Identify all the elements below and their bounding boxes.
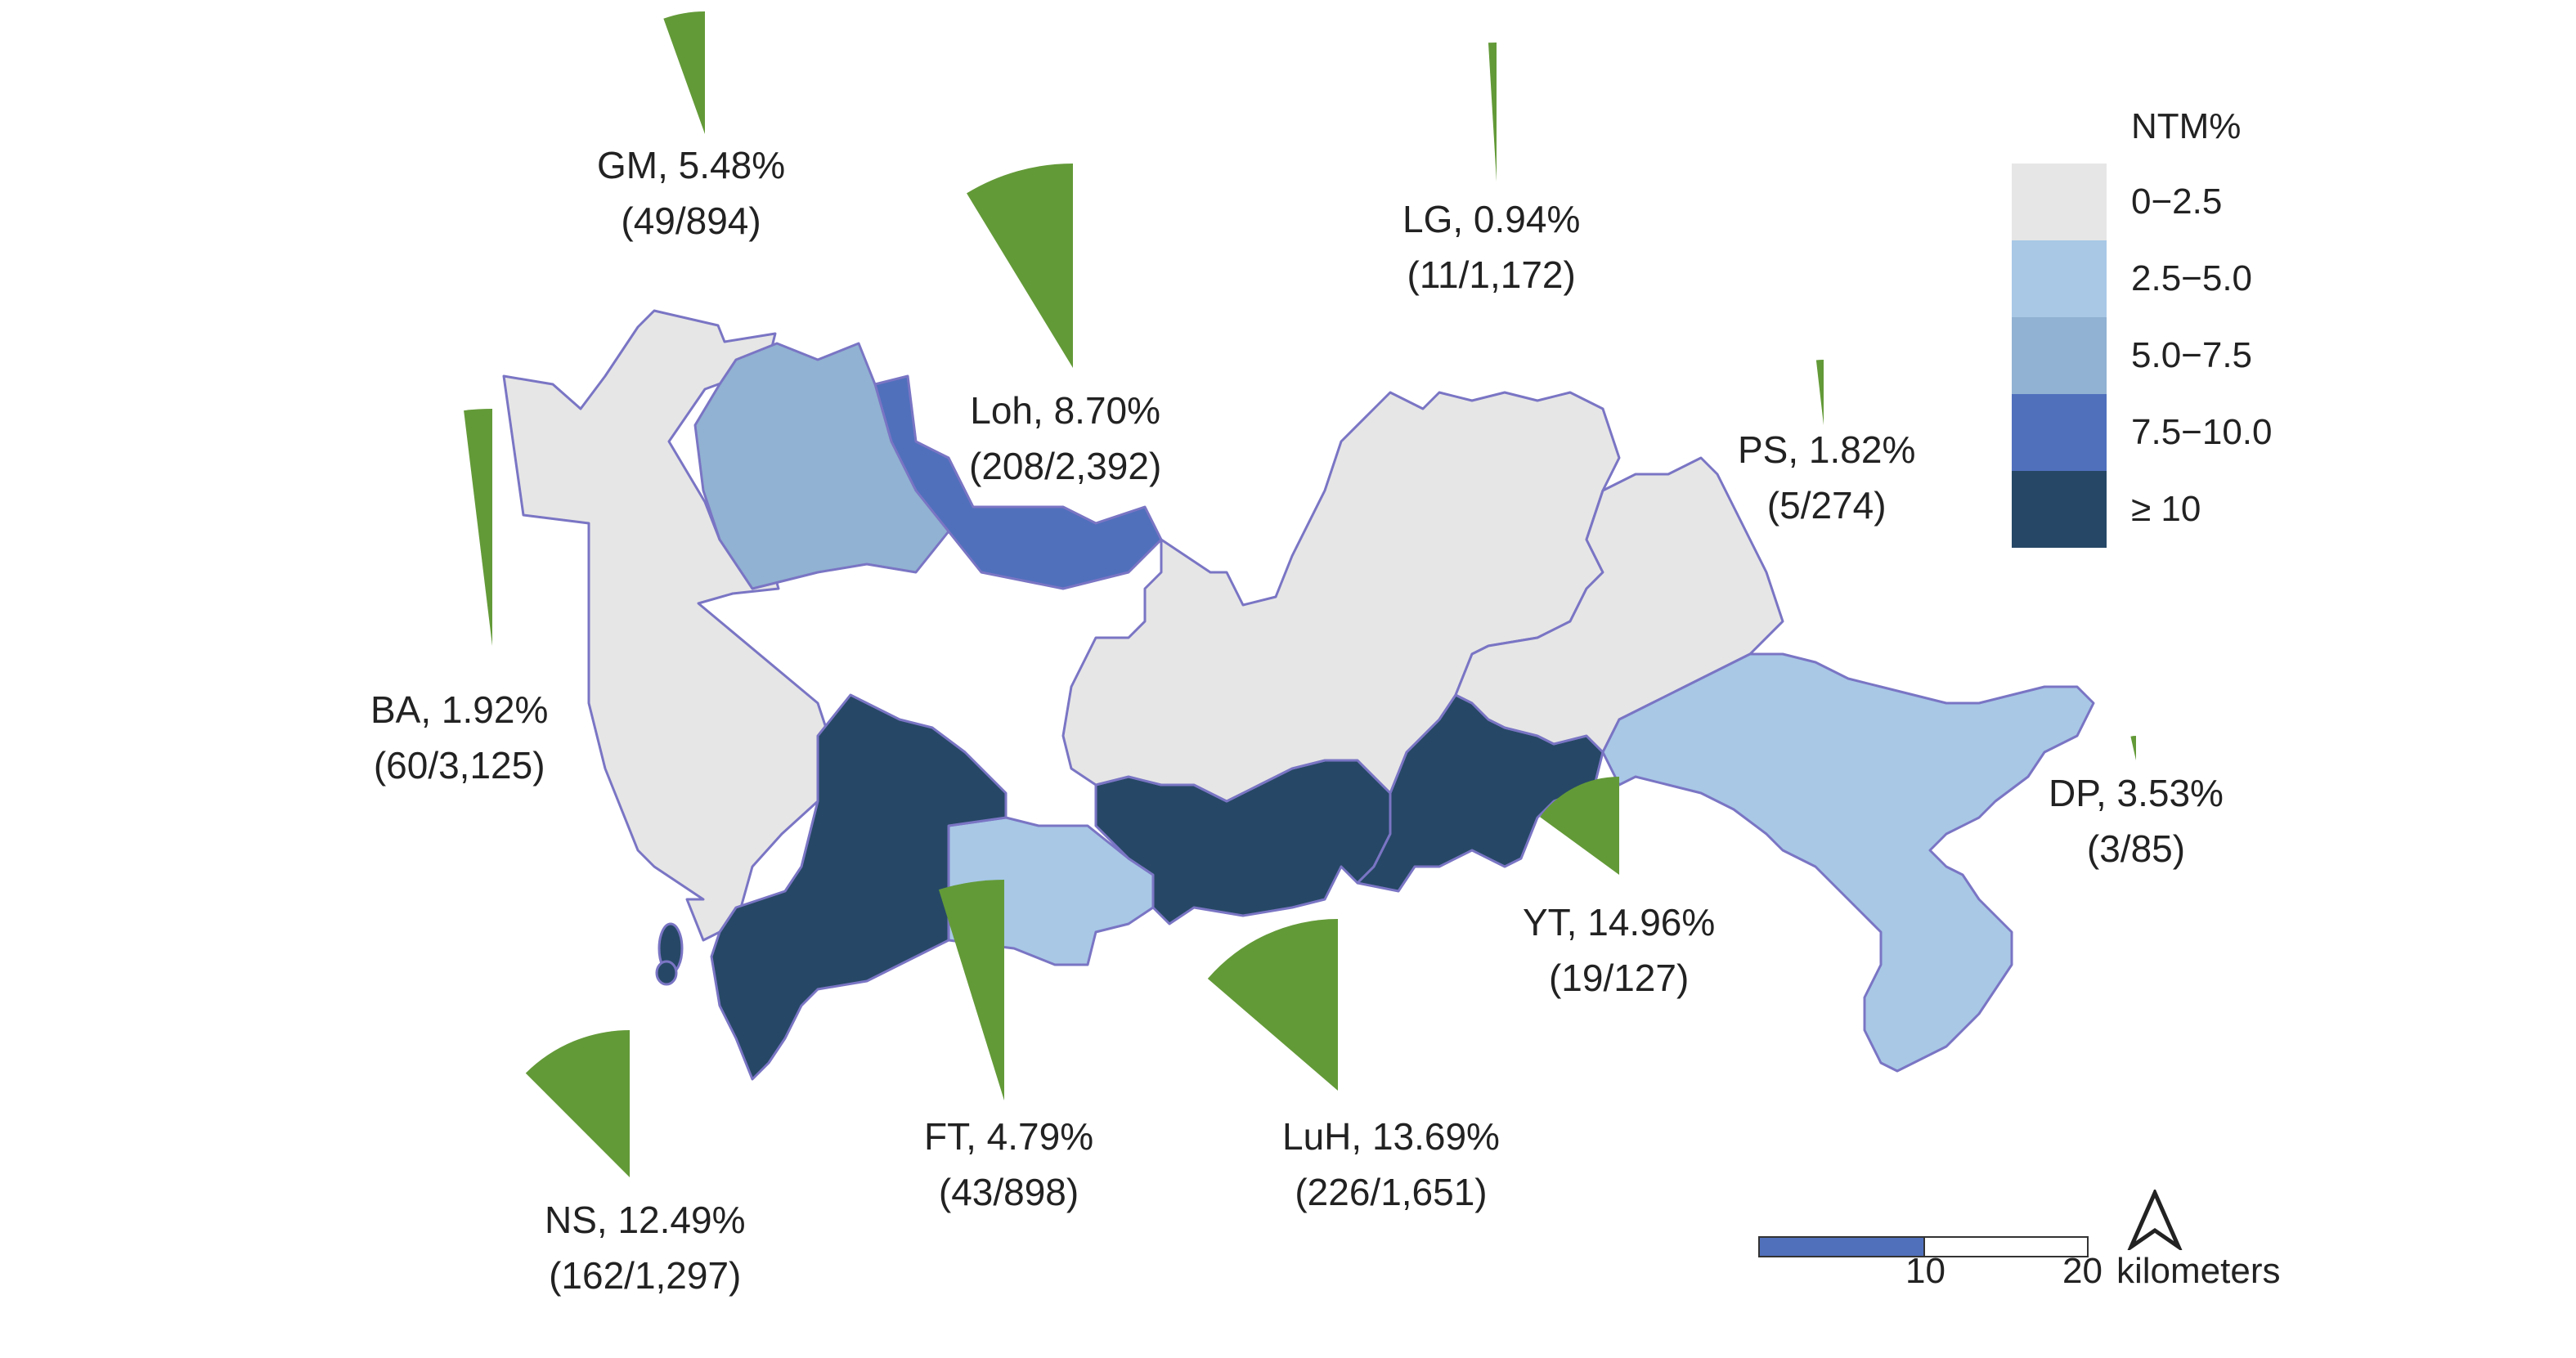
island-2	[655, 960, 678, 986]
label-ps-percent: PS, 1.82%	[1738, 428, 1916, 471]
label-ft-ratio: (43/898)	[938, 1171, 1079, 1213]
legend-label-1: 0−2.5	[2131, 182, 2223, 222]
label-dp-percent: DP, 3.53%	[2049, 772, 2224, 814]
district-label-ft: FT, 4.79% (43/898)	[924, 1109, 1093, 1220]
wedge-ft	[938, 880, 1004, 1100]
district-label-loh: Loh, 8.70% (208/2,392)	[969, 383, 1161, 494]
label-ps-ratio: (5/274)	[1766, 484, 1887, 527]
wedge-dp	[2130, 736, 2136, 760]
region-dp	[1601, 652, 2095, 1073]
legend-swatch-5	[2012, 471, 2107, 548]
label-ft-percent: FT, 4.79%	[924, 1115, 1094, 1158]
legend-row-1: 0−2.5	[2012, 164, 2339, 240]
district-label-ns: NS, 12.49% (162/1,297)	[545, 1192, 745, 1303]
label-lg-percent: LG, 0.94%	[1402, 198, 1581, 240]
region-ba	[502, 309, 836, 942]
district-regions	[502, 309, 2095, 1081]
wedge-ns	[525, 1030, 630, 1177]
label-ba-ratio: (60/3,125)	[373, 744, 545, 787]
legend-swatch-4	[2012, 394, 2107, 471]
label-ns-percent: NS, 12.49%	[545, 1199, 746, 1241]
district-label-gm: GM, 5.48% (49/894)	[597, 137, 785, 249]
north-arrow-icon	[2127, 1190, 2183, 1250]
wedge-loh	[967, 164, 1073, 368]
label-loh-ratio: (208/2,392)	[969, 445, 1162, 487]
legend-label-3: 5.0−7.5	[2131, 335, 2253, 375]
wedge-ba	[464, 409, 492, 646]
legend-swatch-2	[2012, 240, 2107, 317]
region-loh	[873, 374, 1163, 590]
legend-row-3: 5.0−7.5	[2012, 317, 2339, 394]
label-ns-ratio: (162/1,297)	[549, 1254, 742, 1297]
label-loh-percent: Loh, 8.70%	[970, 389, 1161, 432]
label-gm-percent: GM, 5.48%	[597, 144, 786, 186]
label-gm-ratio: (49/894)	[621, 199, 761, 242]
district-label-luh: LuH, 13.69% (226/1,651)	[1282, 1109, 1500, 1220]
legend-label-4: 7.5−10.0	[2131, 412, 2273, 452]
district-label-yt: YT, 14.96% (19/127)	[1523, 894, 1715, 1006]
scale-tick-20: 20	[2062, 1251, 2103, 1291]
wedge-gm	[663, 11, 705, 134]
legend-label-2: 2.5−5.0	[2131, 258, 2253, 298]
label-luh-ratio: (226/1,651)	[1295, 1171, 1488, 1213]
district-label-dp: DP, 3.53% (3/85)	[2049, 765, 2224, 876]
district-label-ba: BA, 1.92% (60/3,125)	[370, 682, 548, 793]
scale-bar-segment-2	[1923, 1236, 2089, 1257]
scale-tick-10: 10	[1905, 1251, 1945, 1291]
wedge-yt	[1540, 777, 1619, 875]
district-label-ps: PS, 1.82% (5/274)	[1738, 422, 1915, 533]
label-luh-percent: LuH, 13.69%	[1282, 1115, 1500, 1158]
wedge-luh	[1207, 919, 1338, 1091]
scale-bar	[1758, 1236, 2089, 1257]
legend-title: NTM%	[2131, 106, 2242, 146]
legend-label-5: ≥ 10	[2131, 489, 2201, 529]
label-lg-ratio: (11/1,172)	[1407, 253, 1576, 296]
legend-row-5: ≥ 10	[2012, 471, 2339, 548]
legend-swatch-3	[2012, 317, 2107, 394]
label-yt-percent: YT, 14.96%	[1523, 901, 1716, 943]
district-label-lg: LG, 0.94% (11/1,172)	[1402, 191, 1580, 303]
legend-row-4: 7.5−10.0	[2012, 394, 2339, 471]
scale-bar-segment-1	[1758, 1236, 1925, 1257]
legend-row-2: 2.5−5.0	[2012, 240, 2339, 317]
proportion-wedges	[464, 11, 2136, 1177]
legend-swatch-1	[2012, 164, 2107, 240]
label-dp-ratio: (3/85)	[2086, 827, 2186, 870]
wedge-lg	[1488, 43, 1497, 182]
label-ba-percent: BA, 1.92%	[370, 688, 549, 731]
wedge-ps	[1815, 360, 1824, 425]
scale-unit: kilometers	[2116, 1251, 2281, 1291]
region-ns	[710, 693, 1008, 1081]
label-yt-ratio: (19/127)	[1548, 957, 1690, 999]
